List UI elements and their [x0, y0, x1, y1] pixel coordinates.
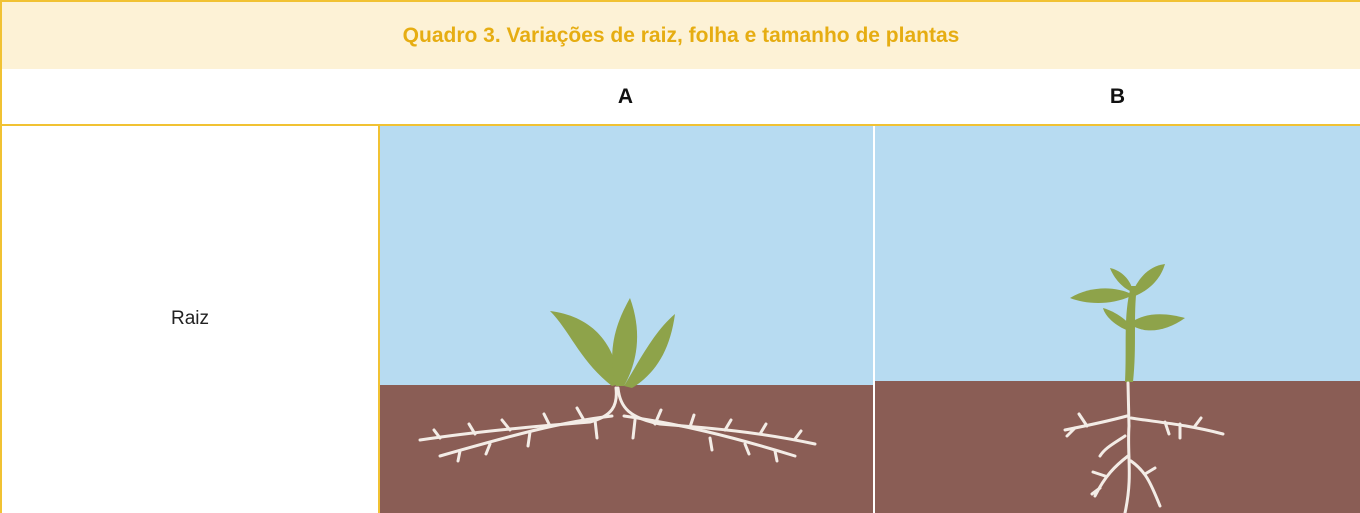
illustration-a [380, 126, 873, 513]
column-header: B [873, 69, 1360, 126]
header-empty-cell [0, 69, 380, 126]
row-label: Raiz [0, 124, 380, 513]
table-title: Quadro 3. Variações de raiz, folha e tam… [0, 0, 1360, 71]
illustration-b [875, 126, 1360, 513]
column-header: A [378, 69, 875, 126]
